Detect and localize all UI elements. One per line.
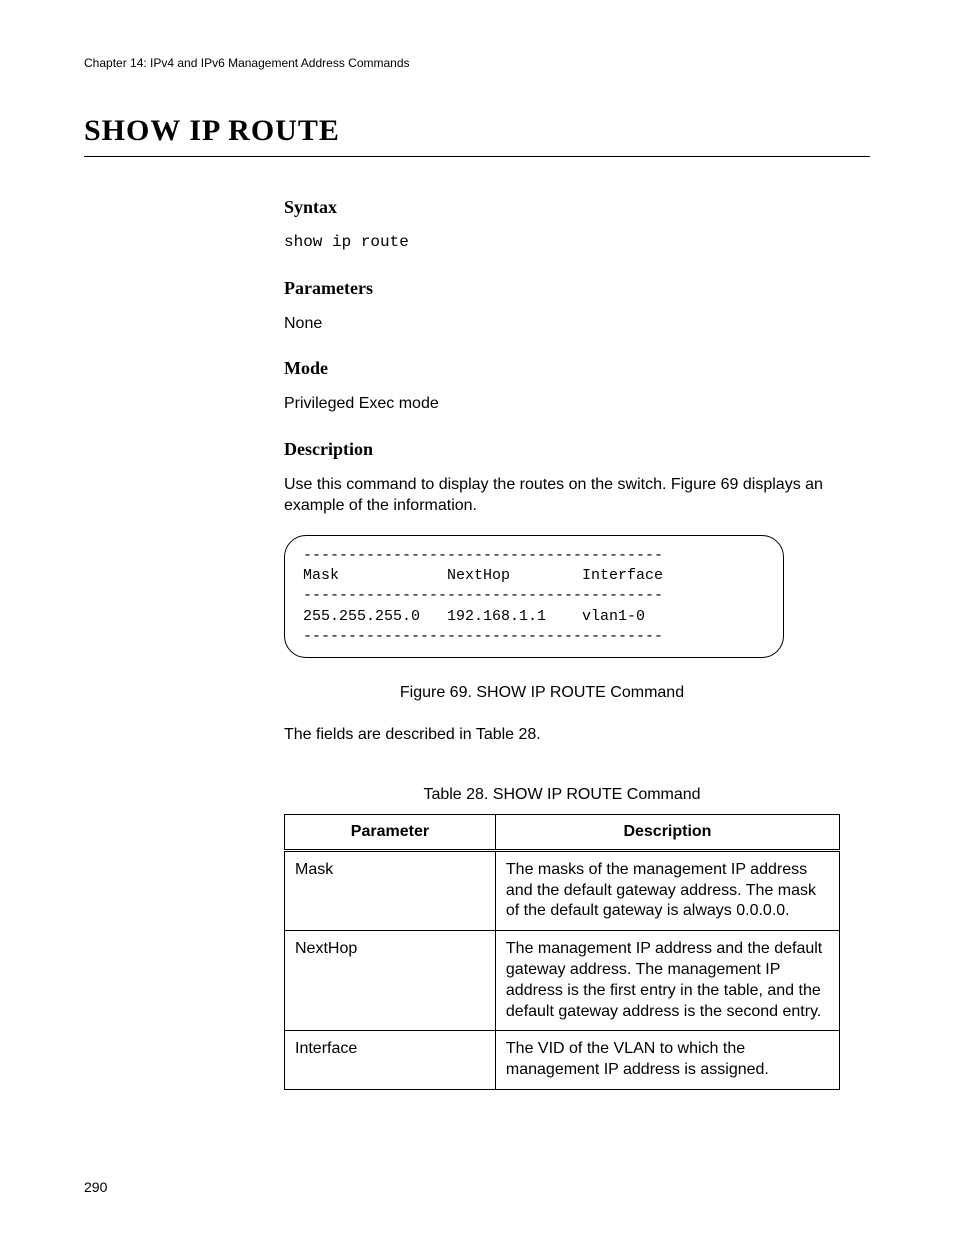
table-header-description: Description	[495, 814, 839, 850]
parameters-heading: Parameters	[284, 278, 840, 299]
figure-line: 255.255.255.0 192.168.1.1 vlan1-0	[303, 608, 645, 625]
parameter-table: Parameter Description Mask The masks of …	[284, 814, 840, 1090]
description-text: Use this command to display the routes o…	[284, 474, 840, 517]
table-row: Interface The VID of the VLAN to which t…	[285, 1031, 840, 1090]
document-page: Chapter 14: IPv4 and IPv6 Management Add…	[0, 0, 954, 1235]
description-heading: Description	[284, 439, 840, 460]
page-title: SHOW IP ROUTE	[84, 114, 870, 157]
table-header-row: Parameter Description	[285, 814, 840, 850]
table-caption: Table 28. SHOW IP ROUTE Command	[284, 786, 840, 804]
post-figure-text: The fields are described in Table 28.	[284, 724, 840, 746]
page-number: 290	[84, 1179, 107, 1195]
mode-text: Privileged Exec mode	[284, 393, 840, 415]
table-row: NextHop The management IP address and th…	[285, 931, 840, 1031]
figure-caption: Figure 69. SHOW IP ROUTE Command	[244, 684, 840, 702]
figure-line: ----------------------------------------	[303, 547, 663, 564]
table-cell-desc: The VID of the VLAN to which the managem…	[495, 1031, 839, 1090]
table-cell-desc: The management IP address and the defaul…	[495, 931, 839, 1031]
table-row: Mask The masks of the management IP addr…	[285, 850, 840, 930]
syntax-command: show ip route	[284, 232, 840, 254]
table-cell-param: NextHop	[285, 931, 496, 1031]
figure-output-box: ----------------------------------------…	[284, 535, 784, 658]
table-cell-param: Mask	[285, 850, 496, 930]
figure-line: ----------------------------------------	[303, 587, 663, 604]
table-header-parameter: Parameter	[285, 814, 496, 850]
mode-heading: Mode	[284, 358, 840, 379]
figure-pre: ----------------------------------------…	[303, 546, 765, 647]
parameters-text: None	[284, 313, 840, 335]
syntax-heading: Syntax	[284, 197, 840, 218]
table-cell-desc: The masks of the management IP address a…	[495, 850, 839, 930]
table-cell-param: Interface	[285, 1031, 496, 1090]
figure-line: ----------------------------------------	[303, 628, 663, 645]
figure-line: Mask NextHop Interface	[303, 567, 663, 584]
chapter-header: Chapter 14: IPv4 and IPv6 Management Add…	[84, 56, 870, 70]
content-area: Syntax show ip route Parameters None Mod…	[284, 197, 840, 1090]
